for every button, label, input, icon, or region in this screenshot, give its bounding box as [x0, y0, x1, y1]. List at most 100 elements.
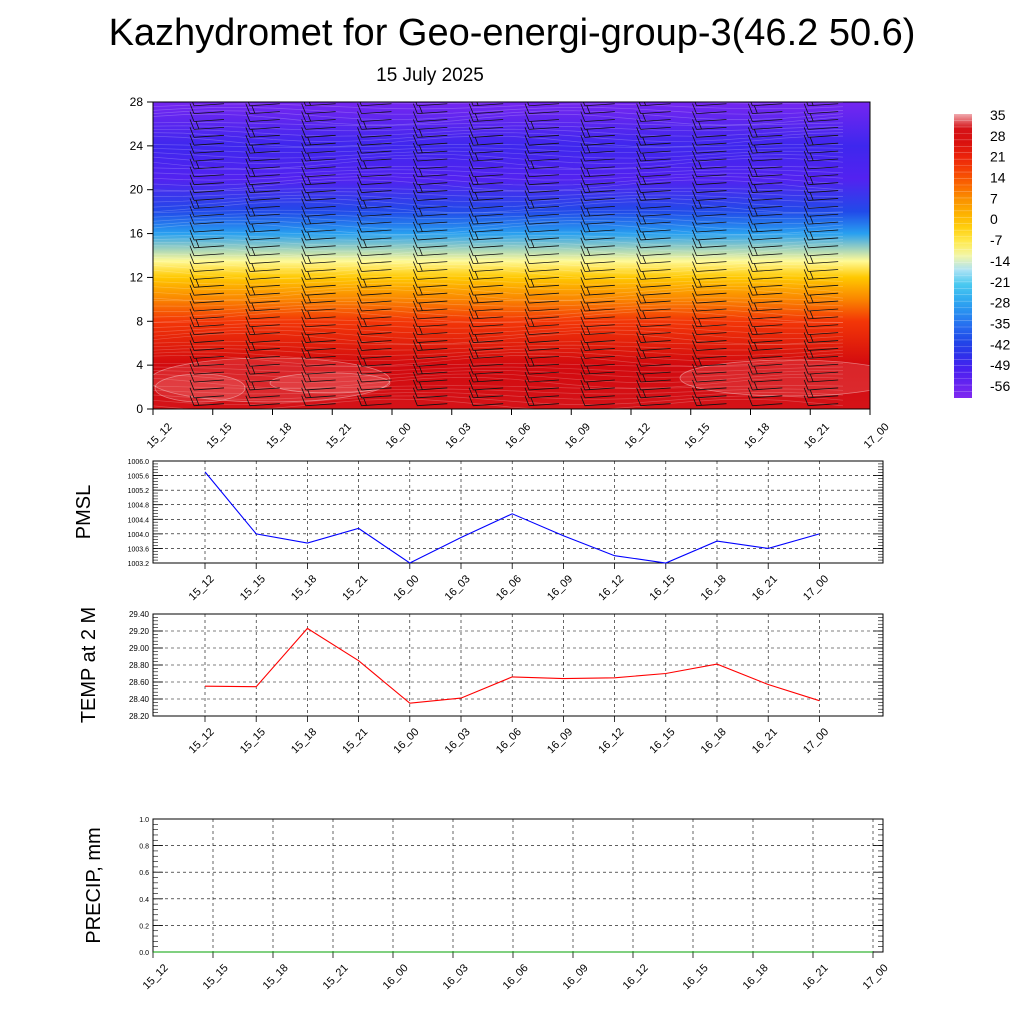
wind-barb [747, 261, 783, 272]
contour-line [153, 231, 844, 236]
wind-barb [468, 316, 504, 328]
wind-barb [468, 135, 504, 146]
wind-barb [636, 379, 671, 391]
wind-barb [189, 332, 225, 343]
wind-barb [412, 356, 448, 367]
colorbar-label: -35 [990, 315, 1010, 331]
wind-barb [692, 119, 727, 130]
contour-line [153, 275, 844, 280]
wind-barb [803, 245, 839, 257]
wind-barb [803, 142, 839, 154]
wind-barb [468, 379, 504, 391]
x-tick-label: 16_15 [647, 726, 677, 756]
wind-barb [412, 245, 448, 257]
wind-barb [803, 237, 839, 249]
wind-barb [245, 158, 280, 170]
heatmap-x-tick-label: 16_21 [802, 421, 832, 451]
wind-barb [524, 198, 560, 209]
wind-barb [803, 206, 839, 217]
colorbar-label: -21 [990, 274, 1010, 290]
wind-barb [245, 308, 280, 320]
pmsl-chart: 1003.2 1003.6 1004.0 1004.4 1004.8 1005.2 1005… [73, 459, 884, 603]
wind-barb [803, 127, 839, 138]
wind-barb [189, 213, 225, 225]
wind-barb [357, 324, 392, 336]
wind-barb [747, 119, 783, 130]
wind-barb [582, 102, 615, 107]
wind-barb [357, 387, 392, 399]
wind-barb [357, 237, 392, 249]
y-tick-label: 0.2 [139, 923, 149, 930]
wind-barb [580, 221, 615, 233]
contour-line [153, 329, 844, 340]
wind-barb [245, 206, 280, 217]
y-tick-label: 1004.8 [128, 503, 150, 510]
wind-barb [412, 198, 448, 209]
x-tick-label: 16_00 [381, 962, 411, 992]
wind-barb [357, 158, 392, 170]
wind-barb [189, 103, 225, 115]
wind-barb [747, 237, 783, 249]
wind-barb [803, 300, 839, 312]
contour-line [153, 169, 844, 176]
colorbar-label: -49 [990, 357, 1010, 373]
heatmap-x-tick-label: 15_18 [264, 421, 294, 451]
wind-barb [803, 292, 839, 304]
precip-chart: 0.0 0.2 0.4 0.6 0.8 1.0 15_12 15_15 15_18 15_21 16… [83, 817, 891, 992]
x-tick-label: 15_12 [187, 573, 217, 603]
wind-barb [301, 324, 336, 336]
wind-barb [692, 111, 727, 122]
y-tick-label: 1005.2 [128, 488, 150, 495]
wind-barb [580, 300, 615, 312]
wind-barb [357, 371, 392, 383]
wind-barb [189, 300, 225, 312]
contour-line [153, 311, 844, 323]
contour-line [153, 219, 844, 230]
wind-barb [636, 127, 671, 138]
wind-barb [524, 182, 560, 193]
x-tick-label: 15_21 [321, 962, 351, 992]
x-tick-label: 16_00 [391, 573, 421, 603]
wind-barb [803, 395, 839, 407]
wind-barb [803, 340, 839, 351]
wind-barb [412, 379, 448, 391]
wind-barb [524, 308, 560, 320]
wind-barb [803, 379, 839, 391]
wind-barb [468, 206, 504, 217]
wind-barb [692, 363, 727, 375]
wind-barb [357, 292, 392, 304]
wind-barb [189, 308, 225, 320]
contour-line [153, 154, 844, 164]
wind-barb [189, 269, 225, 280]
wind-barb [803, 119, 839, 130]
wind-barb [580, 324, 615, 336]
y-axis-label: PMSL [73, 485, 95, 539]
wind-barb [580, 119, 615, 130]
wind-barb [692, 356, 727, 367]
wind-barb [580, 261, 615, 272]
wind-barb [803, 103, 839, 115]
wind-barb [357, 182, 392, 193]
wind-barb [692, 229, 727, 241]
wind-barb [636, 111, 671, 122]
wind-barb [245, 379, 280, 391]
wind-barb [412, 300, 448, 312]
wind-barb [357, 190, 392, 201]
wind-barb [357, 213, 392, 225]
heatmap-x-tick-label: 16_15 [682, 421, 712, 451]
y-tick-label: 28.60 [129, 678, 150, 687]
wind-barb [468, 308, 504, 320]
wind-barb [636, 316, 671, 328]
wind-barb [747, 142, 783, 154]
wind-barb [747, 308, 783, 320]
wind-barb [636, 182, 671, 193]
heatmap-y-tick-label: 0 [136, 402, 143, 416]
wind-barb [189, 237, 225, 249]
heatmap-x-tick-label: 16_09 [563, 421, 593, 451]
wind-barb [636, 174, 671, 186]
wind-barb [580, 245, 615, 257]
wind-barb [747, 135, 783, 146]
wind-barb [803, 174, 839, 186]
wind-barb [245, 111, 280, 122]
contour-line [153, 150, 844, 159]
